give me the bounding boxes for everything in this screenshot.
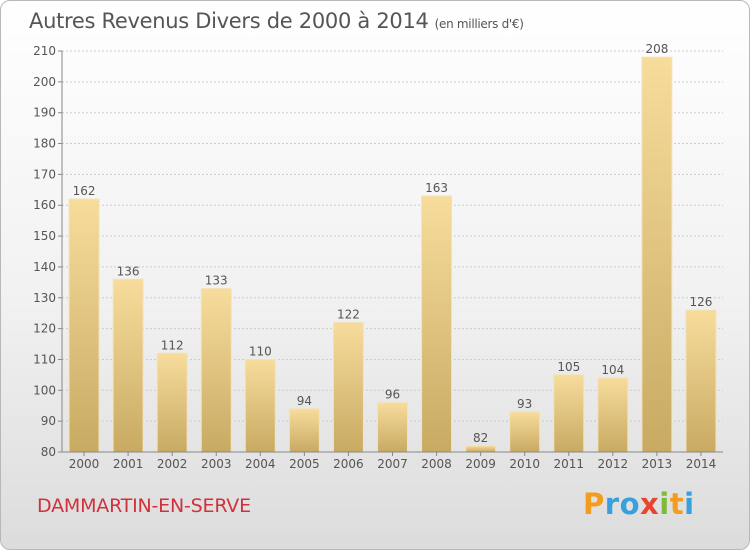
x-tick-label: 2006 [333, 457, 364, 471]
bar [244, 358, 276, 453]
proxiti-logo: Proxiti [583, 487, 695, 521]
chart-title: Autres Revenus Divers de 2000 à 2014 (en … [29, 9, 524, 33]
logo-letter: r [604, 487, 620, 521]
x-tick-label: 2013 [642, 457, 673, 471]
data-label: 93 [517, 397, 532, 411]
y-tick-label: 210 [33, 44, 56, 58]
y-tick-label: 80 [41, 445, 56, 459]
logo-letter: x [640, 487, 660, 521]
bar [200, 288, 232, 453]
data-label: 122 [337, 307, 360, 321]
bar [641, 56, 673, 453]
bar [553, 374, 585, 453]
logo-letter: i [659, 487, 670, 521]
bar [156, 352, 188, 453]
y-tick-label: 160 [33, 198, 56, 212]
data-label: 94 [297, 394, 312, 408]
x-tick-label: 2000 [69, 457, 100, 471]
x-tick-label: 2004 [245, 457, 276, 471]
axes: 8090100110120130140150160170180190200210… [33, 44, 723, 471]
y-tick-label: 170 [33, 167, 56, 181]
data-label: 104 [601, 363, 624, 377]
y-tick-label: 110 [33, 352, 56, 366]
y-tick-label: 120 [33, 322, 56, 336]
chart-title-text: Autres Revenus Divers de 2000 à 2014 [29, 9, 429, 33]
data-labels: 162 136 112 133 110 94 122 96 163 82 93 105 104 208 12… [73, 42, 713, 445]
data-label: 163 [425, 181, 448, 195]
x-tick-label: 2011 [553, 457, 584, 471]
y-tick-label: 150 [33, 229, 56, 243]
bars [68, 56, 717, 453]
bar [685, 309, 717, 453]
x-tick-label: 2001 [113, 457, 144, 471]
data-label: 96 [385, 388, 400, 402]
y-tick-label: 200 [33, 75, 56, 89]
bar [597, 377, 629, 453]
chart-subtitle: (en milliers d'€) [434, 17, 524, 31]
data-label: 126 [690, 295, 713, 309]
logo-letter: t [669, 487, 685, 521]
data-label: 136 [117, 264, 140, 278]
y-tick-label: 140 [33, 260, 56, 274]
commune-name: DAMMARTIN-EN-SERVE [37, 495, 251, 517]
y-tick-label: 130 [33, 291, 56, 305]
data-label: 208 [645, 42, 668, 56]
logo-letter: P [583, 487, 605, 521]
x-tick-label: 2014 [686, 457, 717, 471]
y-tick-label: 190 [33, 106, 56, 120]
x-tick-label: 2009 [465, 457, 496, 471]
x-tick-label: 2002 [157, 457, 188, 471]
bar [288, 408, 320, 453]
x-tick-label: 2010 [509, 457, 540, 471]
logo-letter: o [619, 487, 641, 521]
bar [112, 278, 144, 453]
bar [377, 402, 408, 453]
bar [332, 321, 364, 453]
x-tick-label: 2007 [377, 457, 408, 471]
x-tick-label: 2005 [289, 457, 320, 471]
bar [68, 198, 100, 453]
y-tick-label: 100 [33, 383, 56, 397]
data-label: 82 [473, 431, 488, 445]
y-tick-label: 180 [33, 137, 56, 151]
bar [421, 195, 453, 453]
y-tick-label: 90 [41, 414, 56, 428]
x-tick-label: 2008 [421, 457, 452, 471]
data-label: 110 [249, 344, 272, 358]
x-tick-label: 2003 [201, 457, 232, 471]
x-tick-label: 2012 [598, 457, 629, 471]
data-label: 133 [205, 274, 228, 288]
bar [509, 411, 541, 453]
bar [465, 445, 497, 453]
data-label: 105 [557, 360, 580, 374]
logo-letter: i [684, 487, 695, 521]
data-label: 162 [73, 184, 96, 198]
data-label: 112 [161, 338, 184, 352]
